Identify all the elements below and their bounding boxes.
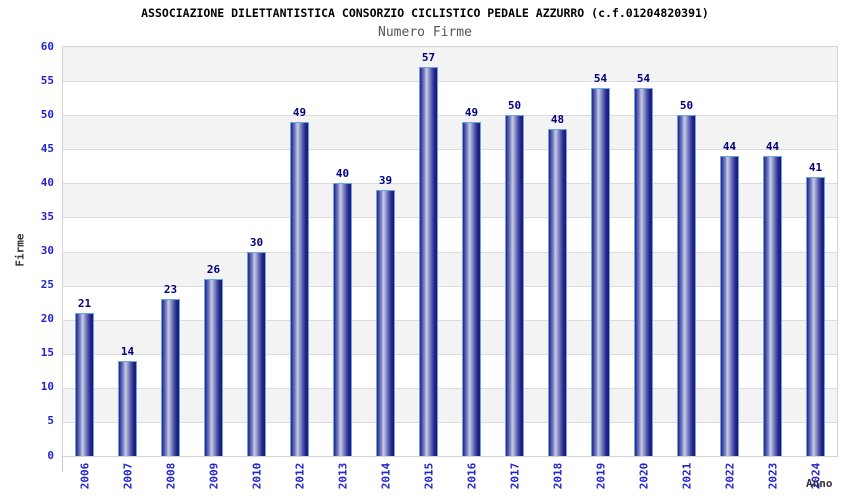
y-tick-label: 30 (40, 244, 54, 257)
gridline (63, 183, 837, 185)
y-tick-label: 60 (40, 39, 54, 53)
x-tick-label: 2022 (723, 462, 736, 490)
bar-value-label: 54 (593, 71, 608, 85)
y-tick-label: 50 (40, 107, 54, 121)
bar-value-label: 39 (378, 174, 393, 188)
grid-band (63, 353, 837, 388)
bar-value-label: 50 (679, 99, 694, 113)
bar-value-label: 44 (765, 140, 780, 154)
bar-2024 (806, 176, 825, 456)
y-tick-label: 0 (47, 448, 54, 462)
y-tick-label: 5 (47, 414, 54, 428)
grid-band (63, 183, 837, 218)
plot-area: 21 14 23 26 30 49 40 39 57 49 50 48 54 54 50 44 44 41 (62, 46, 838, 457)
y-tick-label: 10 (40, 380, 54, 394)
grid-band (63, 387, 837, 422)
gridline (63, 285, 837, 287)
bar-2017 (505, 115, 524, 456)
gridline (63, 353, 837, 355)
bar-2020 (634, 87, 653, 456)
bar-value-label: 50 (507, 99, 522, 113)
y-tick-label: 55 (40, 73, 54, 87)
x-tick-label: 2015 (422, 462, 435, 490)
gridline (63, 149, 837, 151)
grid-band (63, 251, 837, 286)
bar-2016 (462, 121, 481, 456)
x-axis-title: Anno (806, 477, 833, 490)
bar-2010 (247, 251, 266, 456)
y-tick-label: 40 (40, 175, 54, 189)
bar-2021 (677, 115, 696, 456)
bar-2019 (591, 87, 610, 456)
x-tick-label: 2018 (551, 462, 564, 490)
bar-value-label: 21 (77, 296, 92, 310)
gridline (63, 319, 837, 321)
bar-2022 (720, 156, 739, 456)
y-tick-label: 35 (40, 209, 54, 223)
grid-band (63, 149, 837, 184)
grid-band (63, 81, 837, 116)
x-tick-label: 2017 (508, 462, 521, 490)
grid-band (63, 217, 837, 252)
bar-value-label: 49 (464, 105, 479, 119)
bar-2009 (204, 278, 223, 456)
x-tick-label: 2006 (78, 462, 91, 490)
gridline (63, 81, 837, 83)
bar-value-label: 57 (421, 51, 436, 65)
y-tick-label: 20 (40, 312, 54, 326)
gridline (63, 421, 837, 423)
bar-value-label: 23 (163, 283, 178, 297)
bar-value-label: 54 (636, 71, 651, 85)
bar-2007 (118, 360, 137, 456)
x-tick-label: 2016 (465, 462, 478, 490)
x-tick-label: 2014 (379, 462, 392, 490)
y-tick-label: 15 (40, 346, 54, 360)
x-tick-label: 2012 (293, 462, 306, 490)
grid-band (63, 285, 837, 320)
y-axis-line-extension (62, 456, 63, 472)
bar-value-label: 30 (249, 235, 264, 249)
bar-2013 (333, 183, 352, 456)
y-tick-label: 45 (40, 141, 54, 155)
bar-value-label: 40 (335, 167, 350, 181)
y-tick-label: 25 (40, 278, 54, 292)
grid-band (63, 47, 837, 82)
bar-value-label: 26 (206, 262, 221, 276)
gridline (63, 217, 837, 219)
grid-band (63, 319, 837, 354)
bar-value-label: 49 (292, 105, 307, 119)
bar-value-label: 41 (808, 160, 823, 174)
bar-2023 (763, 156, 782, 456)
bar-2018 (548, 128, 567, 456)
grid-band (63, 115, 837, 150)
x-tick-label: 2019 (594, 462, 607, 490)
bar-2008 (161, 299, 180, 456)
chart-title: ASSOCIAZIONE DILETTANTISTICA CONSORZIO C… (141, 6, 709, 20)
x-tick-label: 2021 (680, 462, 693, 490)
bar-value-label: 48 (550, 112, 565, 126)
gridline (63, 251, 837, 253)
grid-band (63, 421, 837, 456)
x-tick-label: 2010 (250, 462, 263, 490)
x-tick-label: 2009 (207, 462, 220, 490)
bar-2015 (419, 67, 438, 456)
x-tick-label: 2013 (336, 462, 349, 490)
bar-2006 (75, 312, 94, 456)
bar-2014 (376, 190, 395, 456)
x-tick-label: 2008 (164, 462, 177, 490)
x-tick-label: 2007 (121, 462, 134, 490)
chart-subtitle: Numero Firme (378, 25, 472, 40)
bar-2012 (290, 121, 309, 456)
x-tick-label: 2020 (637, 462, 650, 490)
bar-value-label: 44 (722, 140, 737, 154)
bar-value-label: 14 (120, 344, 135, 358)
gridline (63, 115, 837, 117)
gridline (63, 387, 837, 389)
x-tick-label: 2023 (766, 462, 779, 490)
